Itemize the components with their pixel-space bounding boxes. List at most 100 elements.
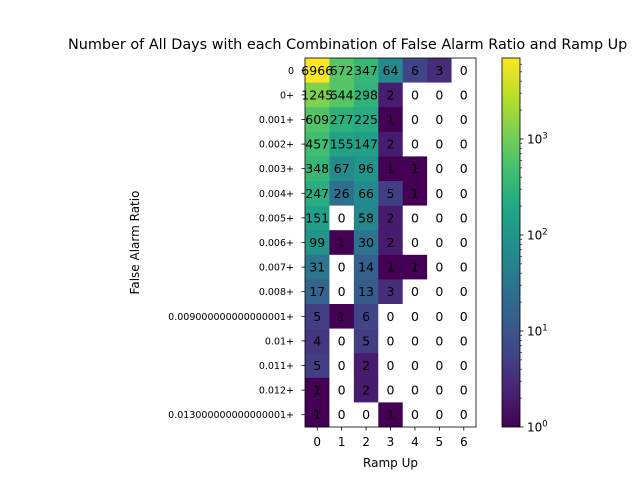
heatmap-cell: [402, 304, 428, 329]
cell-value-label: 225: [354, 112, 378, 127]
y-tick-label: 0.009000000000000001+: [168, 312, 294, 323]
heatmap-cell: [305, 230, 330, 256]
heatmap-cell: [402, 377, 428, 403]
heatmap-cell: [451, 82, 477, 108]
heatmap-cell: [402, 58, 428, 83]
heatmap-cell: [353, 328, 379, 354]
heatmap-cell: [427, 377, 452, 403]
heatmap-cell: [451, 205, 477, 231]
x-tick-label: 6: [460, 435, 468, 449]
cell-value-label: 0: [460, 137, 468, 152]
heatmap-cell: [305, 304, 330, 329]
heatmap-cell: [353, 279, 379, 305]
cell-value-label: 0: [435, 260, 443, 275]
heatmap-cell: [329, 205, 355, 231]
cell-value-label: 672: [330, 63, 354, 78]
colorbar-tick-label: 101: [527, 323, 548, 338]
heatmap-cell: [353, 131, 379, 157]
heatmap-cell: [353, 402, 379, 428]
cell-value-label: 277: [330, 112, 354, 127]
heatmap-cell: [427, 156, 452, 182]
cell-value-label: 6: [362, 309, 370, 324]
cell-value-label: 0: [338, 284, 346, 299]
cell-value-label: 1: [313, 407, 321, 422]
cell-value-label: 151: [305, 210, 329, 225]
cell-value-label: 0: [435, 358, 443, 373]
heatmap-cell: [378, 82, 404, 108]
heatmap-cell: [329, 279, 355, 305]
heatmap-cell: [305, 131, 330, 157]
y-tick-label: 0.012+: [259, 386, 294, 397]
y-tick-label: 0.013000000000000001+: [168, 410, 294, 421]
cell-value-label: 5: [387, 186, 395, 201]
heatmap-cell: [402, 156, 428, 182]
x-tick-label: 5: [436, 435, 444, 449]
cell-value-label: 5: [313, 358, 321, 373]
heatmap-cell: [378, 230, 404, 256]
cell-value-label: 0: [338, 407, 346, 422]
heatmap-cell: [451, 402, 477, 428]
y-tick-label: 0.003+: [259, 164, 294, 175]
heatmap-cell: [305, 205, 330, 231]
cell-value-label: 0: [460, 186, 468, 201]
heatmap-cell: [353, 304, 379, 329]
heatmap-cell: [353, 377, 379, 403]
cell-value-label: 0: [411, 333, 419, 348]
cell-value-label: 0: [460, 63, 468, 78]
cell-value-label: 0: [460, 333, 468, 348]
heatmap-cell: [329, 181, 355, 206]
heatmap-cell: [329, 353, 355, 379]
cell-value-label: 0: [435, 186, 443, 201]
heatmap-cell: [451, 131, 477, 157]
heatmap-cell: [427, 82, 452, 108]
heatmap-cell: [378, 279, 404, 305]
cell-value-label: 0: [460, 112, 468, 127]
cell-value-label: 0: [460, 383, 468, 398]
cell-value-label: 1: [411, 260, 419, 275]
heatmap-cell: [427, 254, 452, 280]
heatmap-cell: [378, 304, 404, 329]
cell-value-label: 0: [387, 309, 395, 324]
cell-value-label: 0: [387, 333, 395, 348]
heatmap-cell: [451, 107, 477, 133]
heatmap-cell: [329, 377, 355, 403]
y-tick-label: 0: [288, 66, 294, 77]
cell-value-label: 0: [460, 309, 468, 324]
heatmap-cells: [305, 58, 477, 428]
cell-value-label: 147: [354, 137, 378, 152]
heatmap-cell: [427, 304, 452, 329]
cell-value-label: 609: [305, 112, 329, 127]
heatmap-cell: [378, 107, 404, 133]
y-tick-label: 0.001+: [259, 115, 294, 126]
cell-value-label: 0: [460, 210, 468, 225]
heatmap-cell: [427, 402, 452, 428]
cell-value-label: 2: [362, 358, 370, 373]
heatmap-cell: [402, 402, 428, 428]
cell-value-label: 0: [435, 161, 443, 176]
heatmap-cell: [427, 353, 452, 379]
heatmap-cell: [451, 254, 477, 280]
cell-value-label: 1: [338, 309, 346, 324]
heatmap-cell: [451, 58, 477, 83]
heatmap-cell: [402, 205, 428, 231]
cell-value-label: 2: [387, 235, 395, 250]
heatmap-cell: [353, 181, 379, 206]
heatmap-cell: [427, 230, 452, 256]
heatmap-cell: [329, 230, 355, 256]
heatmap-cell: [305, 328, 330, 354]
heatmap-cell: [353, 107, 379, 133]
cell-value-label: 67: [334, 161, 350, 176]
y-tick-label: 0.005+: [259, 213, 294, 224]
y-tick-label: 0.006+: [259, 238, 294, 249]
heatmap-cell: [402, 353, 428, 379]
cell-value-label: 0: [435, 87, 443, 102]
heatmap-cell: [402, 181, 428, 206]
cell-value-label: 0: [435, 112, 443, 127]
cell-value-label: 0: [411, 210, 419, 225]
cell-value-label: 5: [313, 309, 321, 324]
cell-value-label: 1: [387, 112, 395, 127]
x-tick-label: 0: [313, 435, 321, 449]
heatmap-cell: [427, 328, 452, 354]
cell-value-label: 348: [305, 161, 329, 176]
